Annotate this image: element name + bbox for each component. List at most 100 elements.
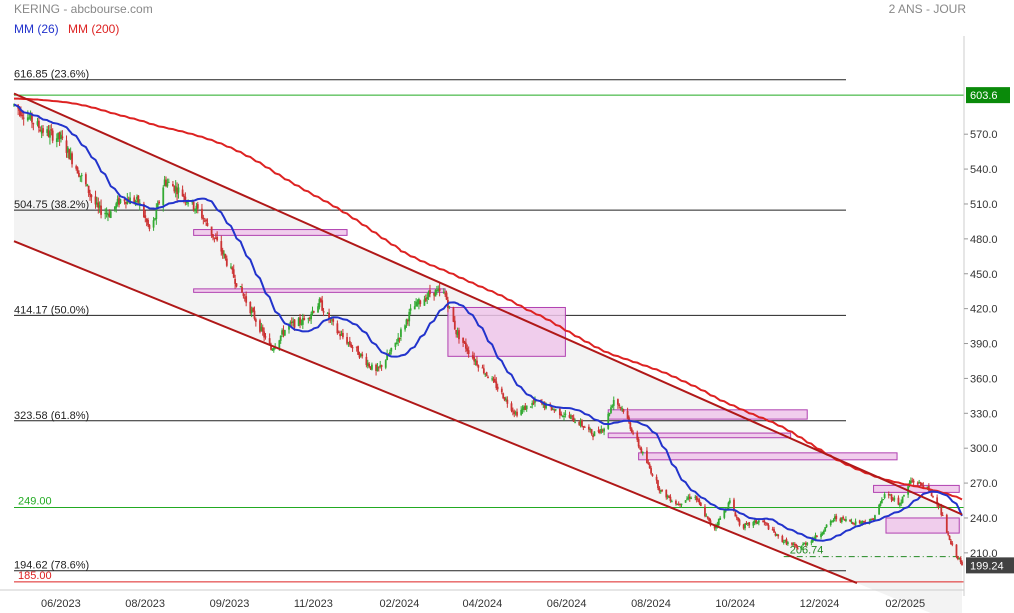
candle-body [463,341,466,343]
candle-body [786,542,789,544]
candle-body [113,206,116,210]
candle-body [563,416,565,418]
x-tick-label: 04/2024 [462,598,502,610]
x-tick-label: 11/2023 [294,598,333,610]
candle-body [293,319,296,328]
candle-body [803,543,806,545]
candle-body [28,117,31,119]
candle-body [154,218,156,220]
candle-body [292,321,295,323]
candle-body [426,296,429,300]
candle-body [961,561,963,566]
y-tick-label: 420.0 [970,304,998,316]
candle-body [148,224,151,229]
candle-body [147,219,149,226]
candle-body [220,241,223,252]
candle-body [415,301,418,307]
candle-body [456,331,459,335]
candle-body [505,398,507,400]
candle-body [612,400,615,406]
candle-body [31,113,33,123]
candle-body [496,386,499,390]
candle-body [514,412,517,414]
candle-body [195,205,198,210]
candle-body [494,378,496,382]
resistance-zone [885,517,960,534]
candle-body [366,362,369,366]
candle-body [843,519,846,521]
candle-body [192,201,195,210]
candle-body [833,516,836,520]
candle-body [795,544,798,547]
candle-body [650,468,652,474]
high-value-label: 603.6 [970,90,998,102]
candle-body [261,327,264,332]
fib-label: 323.58 (61.8%) [14,410,89,422]
candle-body [202,217,205,219]
candle-body [775,534,778,536]
last-value-label: 199.24 [970,560,1004,572]
candle-body [632,432,635,434]
candle-body [738,519,741,526]
candle-body [757,520,760,523]
candle-body [947,533,950,535]
candle-body [911,480,914,482]
candle-body [390,347,393,352]
candle-body [492,379,495,381]
candle-body [661,489,664,491]
candle-body [630,428,633,433]
candle-body [717,518,720,526]
candle-body [252,308,254,312]
candle-body [448,306,451,308]
resistance-zone [607,409,808,420]
candle-body [854,521,857,525]
candle-body [599,430,601,433]
candle-body [781,535,784,543]
candle-body [231,267,234,270]
candle-body [245,296,248,303]
candle-body [98,205,101,208]
candle-body [375,364,377,371]
candle-body [299,317,301,324]
candle-body [773,529,775,533]
candle-body [822,530,825,535]
candle-body [42,128,44,133]
candle-body [437,289,440,291]
candle-body [764,522,767,524]
candle-body [677,503,680,505]
candle-body [79,175,82,177]
candle-body [400,329,402,337]
candle-body [308,317,311,319]
candle-body [58,132,61,139]
candle-body [260,326,263,331]
candle-body [69,153,72,160]
candle-body [880,499,883,504]
candle-body [336,323,339,334]
candle-body [629,422,632,429]
candle-body [737,517,740,521]
candle-body [767,525,770,530]
candle-body [534,399,536,403]
candle-body [474,360,477,362]
candle-body [723,510,726,518]
candle-body [434,289,437,297]
candle-body [916,482,919,485]
candle-body [173,185,176,192]
candle-body [824,527,827,532]
candle-body [611,405,614,407]
candle-body [51,130,54,141]
candle-body [666,496,669,498]
candle-body [903,495,905,497]
candle-body [355,346,358,348]
x-tick-label: 12/2024 [800,598,840,610]
candle-body [386,354,389,361]
candle-body [203,220,206,222]
candle-body [181,189,184,197]
y-tick-label: 390.0 [970,339,998,351]
candle-body [861,520,864,523]
candle-body [174,186,177,192]
candle-body [346,337,348,344]
candle-body [55,138,58,143]
candle-body [318,299,321,308]
candle-body [686,498,688,500]
